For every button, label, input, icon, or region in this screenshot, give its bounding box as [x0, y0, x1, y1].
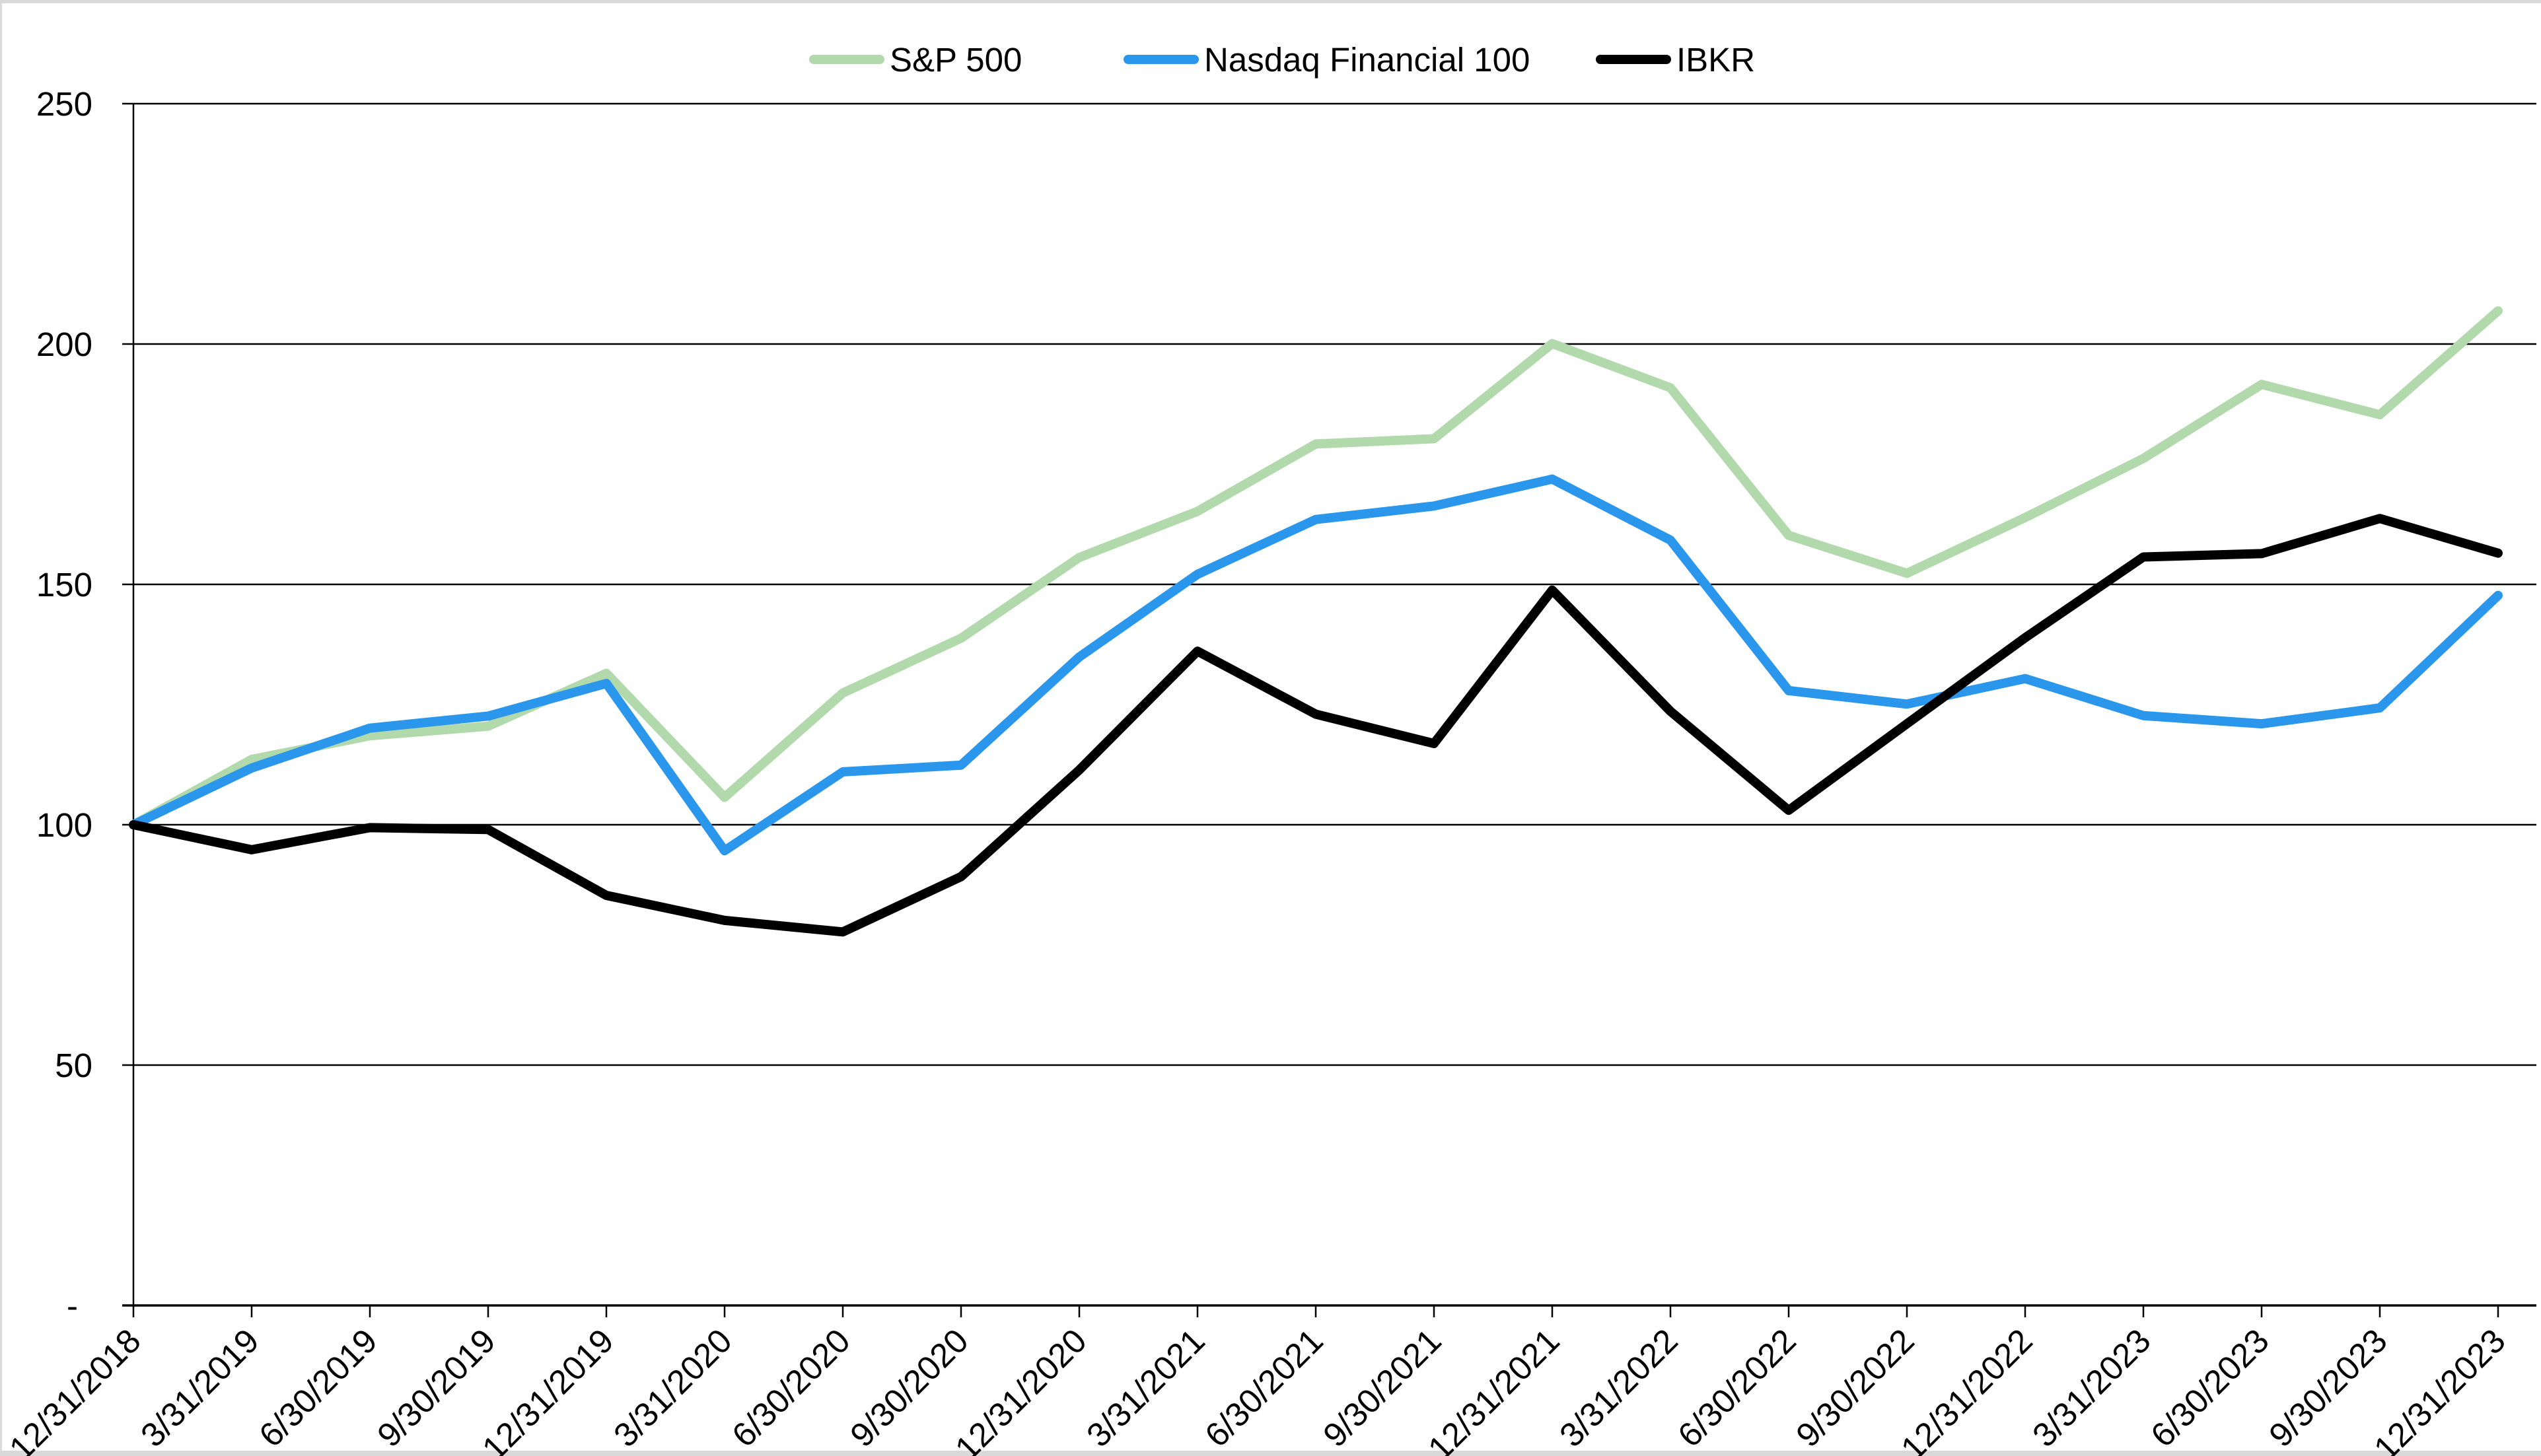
series-line-s-p-500	[129, 306, 2503, 829]
legend-label-s-p-500: S&P 500	[890, 41, 1022, 79]
x-axis-tick-label: 6/30/2022	[1670, 1321, 1803, 1454]
page-edge-top	[0, 0, 2541, 3]
x-axis-tick-label: 12/31/2021	[1421, 1321, 1567, 1456]
series-line-ibkr	[129, 514, 2503, 937]
series-line-nasdaq-financial-100	[129, 474, 2503, 856]
legend-label-ibkr: IBKR	[1676, 41, 1755, 79]
x-axis-tick-label: 12/31/2022	[1894, 1321, 2040, 1456]
y-axis-tick-label: 150	[36, 566, 92, 604]
x-axis-tick-label: 3/31/2019	[133, 1321, 266, 1454]
y-axis-tick-label: 200	[36, 326, 92, 363]
x-axis-tick-label: 6/30/2019	[252, 1321, 384, 1454]
x-axis-tick-label: 12/31/2018	[2, 1321, 148, 1456]
x-axis-tick-label: 3/31/2021	[1079, 1321, 1212, 1454]
page-edge-bottom	[0, 1451, 2541, 1456]
x-axis-tick-label: 6/30/2020	[725, 1321, 857, 1454]
x-axis-tick-label: 3/31/2022	[1552, 1321, 1685, 1454]
x-axis-tick-label: 12/31/2019	[475, 1321, 621, 1456]
page-edge-left	[0, 0, 2, 1456]
x-axis-tick-label: 12/31/2020	[948, 1321, 1094, 1456]
x-axis-tick-label: 3/31/2023	[2025, 1321, 2158, 1454]
x-axis-tick-label: 12/31/2023	[2367, 1321, 2513, 1456]
y-axis-tick-label: -	[67, 1287, 78, 1325]
x-axis-tick-label: 6/30/2023	[2143, 1321, 2276, 1454]
y-axis-tick-label: 100	[36, 806, 92, 844]
x-axis-tick-label: 6/30/2021	[1198, 1321, 1330, 1454]
x-axis-tick-label: 3/31/2020	[606, 1321, 739, 1454]
y-axis-tick-label: 50	[55, 1047, 92, 1084]
legend-label-nasdaq-financial-100: Nasdaq Financial 100	[1204, 41, 1530, 79]
y-axis-tick-label: 250	[36, 85, 92, 123]
